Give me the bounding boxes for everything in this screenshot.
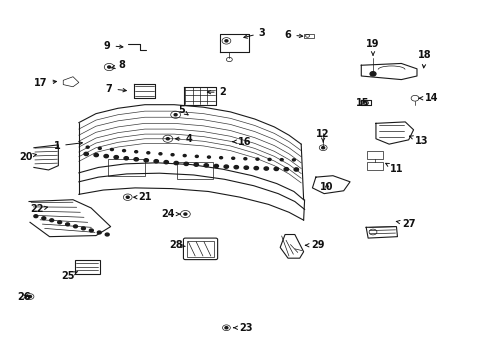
Bar [108,159,145,176]
Circle shape [234,166,239,169]
Circle shape [74,225,77,228]
Text: 14: 14 [419,93,439,103]
Circle shape [135,151,138,153]
Circle shape [28,296,31,298]
Text: 20: 20 [19,152,36,162]
Circle shape [293,159,295,161]
Circle shape [244,166,248,169]
Circle shape [147,152,150,154]
Circle shape [166,138,169,140]
Circle shape [86,146,89,148]
Text: 7: 7 [106,84,126,94]
Bar [367,151,383,159]
Circle shape [34,215,38,217]
Circle shape [171,154,174,156]
Circle shape [183,154,186,157]
Text: 23: 23 [234,323,253,333]
Circle shape [124,157,128,160]
Circle shape [256,158,259,160]
Circle shape [174,161,178,165]
Circle shape [89,229,93,232]
Text: 9: 9 [104,41,123,50]
Circle shape [225,40,228,42]
Circle shape [50,219,54,222]
Circle shape [184,213,187,215]
Circle shape [174,114,177,116]
Bar [304,34,315,39]
Circle shape [58,221,62,224]
Circle shape [225,327,228,329]
Bar [75,260,100,274]
Text: 5: 5 [178,105,188,115]
Circle shape [268,158,271,161]
Circle shape [144,159,148,162]
Circle shape [322,147,325,149]
Circle shape [81,227,85,230]
Circle shape [164,161,169,164]
Text: 26: 26 [18,292,31,302]
Circle shape [294,168,298,171]
Circle shape [84,152,88,156]
Text: 16: 16 [233,137,252,147]
Circle shape [122,149,125,152]
Circle shape [204,164,208,167]
Text: 6: 6 [285,30,303,40]
Circle shape [280,159,283,161]
Text: 13: 13 [410,136,429,145]
Circle shape [126,196,129,198]
Bar [367,162,383,170]
Circle shape [104,154,108,158]
Circle shape [194,163,198,166]
Bar [187,241,214,257]
Circle shape [224,165,228,168]
Circle shape [220,157,222,159]
Circle shape [98,147,101,149]
Circle shape [108,66,111,68]
Text: 27: 27 [396,219,416,229]
Circle shape [105,233,109,236]
Text: 12: 12 [317,129,330,142]
Text: 17: 17 [34,78,56,88]
Circle shape [110,148,113,150]
Text: 18: 18 [418,50,432,68]
Text: 10: 10 [320,182,334,192]
Circle shape [98,231,101,234]
Circle shape [42,217,46,220]
Circle shape [154,159,158,163]
Circle shape [232,157,235,159]
Text: 25: 25 [61,271,77,281]
Text: 19: 19 [366,40,380,55]
Circle shape [134,158,138,161]
Circle shape [94,153,98,157]
Bar [176,162,213,179]
Circle shape [284,168,289,171]
Circle shape [114,156,119,159]
Text: 28: 28 [169,240,185,250]
Circle shape [264,167,269,170]
Text: 3: 3 [244,28,266,38]
Circle shape [207,156,210,158]
Circle shape [254,167,259,170]
Circle shape [196,155,198,157]
Circle shape [244,158,247,160]
Text: 21: 21 [134,192,151,202]
Text: 15: 15 [356,98,369,108]
Text: 11: 11 [386,163,403,174]
Text: 24: 24 [161,209,180,219]
Text: 22: 22 [30,204,48,215]
Circle shape [159,153,162,155]
Text: 2: 2 [207,87,226,97]
Text: 1: 1 [53,141,82,151]
Text: 8: 8 [112,60,125,70]
Circle shape [66,223,70,226]
Circle shape [184,162,189,166]
Circle shape [370,72,376,76]
Circle shape [274,167,278,171]
Text: 29: 29 [306,240,325,250]
Text: 4: 4 [175,134,192,144]
Circle shape [214,165,219,168]
